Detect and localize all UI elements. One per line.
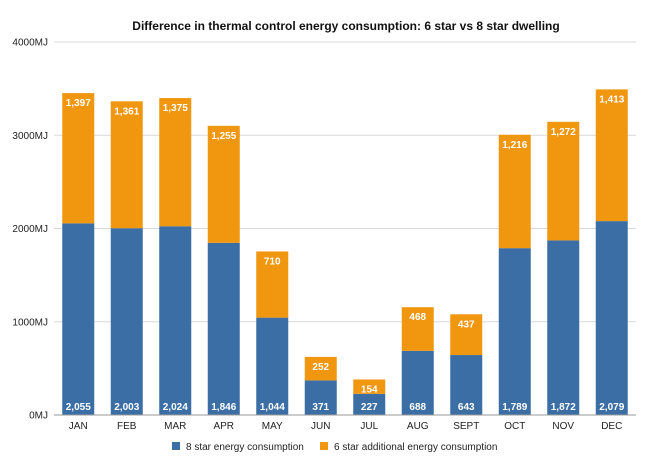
y-tick-label: 1000MJ (12, 317, 48, 328)
data-label: 2,003 (114, 402, 139, 413)
bar-6-star-additional (62, 93, 95, 224)
bar-6-star-additional (110, 101, 143, 229)
data-label: 1,397 (66, 98, 91, 109)
bar-6-star-additional (450, 314, 483, 356)
bar-6-star-additional (595, 89, 628, 222)
bar-8-star (110, 228, 143, 415)
y-tick-label: 4000MJ (12, 38, 48, 49)
x-tick-label: NOV (552, 421, 574, 432)
data-label: 437 (458, 319, 475, 330)
x-tick-label: MAY (262, 421, 283, 432)
data-label: 1,375 (163, 103, 188, 114)
data-label: 688 (409, 402, 426, 413)
legend-swatch-6-star-additional (320, 442, 328, 450)
bar-8-star (159, 226, 192, 415)
data-label: 1,413 (599, 94, 624, 105)
bar-8-star (304, 380, 337, 415)
bar-8-star (498, 248, 531, 415)
data-label: 1,255 (211, 131, 236, 142)
legend-label-8-star: 8 star energy consumption (186, 442, 304, 453)
bar-8-star (401, 350, 434, 415)
x-tick-label: FEB (117, 421, 137, 432)
x-tick-label: APR (213, 421, 234, 432)
bar-8-star (353, 393, 386, 415)
data-label: 1,216 (502, 140, 527, 151)
x-tick-label: JUN (311, 421, 330, 432)
data-label: 227 (361, 402, 378, 413)
data-label: 1,044 (260, 402, 285, 413)
x-tick-label: MAR (164, 421, 186, 432)
data-label: 643 (458, 402, 475, 413)
x-tick-label: JAN (69, 421, 88, 432)
legend: 8 star energy consumption 6 star additio… (172, 442, 497, 453)
data-label: 2,079 (599, 402, 624, 413)
x-tick-label: SEPT (453, 421, 479, 432)
bar-6-star-additional (401, 307, 434, 351)
data-labels-layer: 2,055 1,397 2,003 1,361 2,024 1,375 1,846 1,255… (66, 94, 625, 413)
bar-6-star-additional (256, 251, 289, 318)
axis-layer: 0MJ 1000MJ 2000MJ 3000MJ 4000MJ JAN FEB MAR APR M… (12, 38, 636, 432)
data-label: 1,846 (211, 402, 236, 413)
bar-6-star-additional (159, 98, 192, 227)
data-label: 252 (312, 362, 329, 373)
bars-layer (62, 89, 628, 415)
data-label: 2,055 (66, 402, 91, 413)
bar-6-star-additional (498, 134, 531, 249)
x-tick-label: DEC (601, 421, 622, 432)
data-label: 1,272 (551, 127, 576, 138)
x-tick-label: OCT (504, 421, 525, 432)
chart-title: Difference in thermal control energy con… (132, 19, 559, 33)
x-tick-label: AUG (407, 421, 429, 432)
data-label: 1,872 (551, 402, 576, 413)
legend-label-6-star-additional: 6 star additional energy consumption (334, 442, 497, 453)
bar-6-star-additional (353, 379, 386, 394)
bar-8-star (62, 223, 95, 415)
grid-layer (54, 41, 636, 323)
bar-8-star (207, 242, 240, 415)
bar-8-star (450, 355, 483, 415)
y-tick-label: 0MJ (29, 411, 48, 422)
x-tick-label: JUL (360, 421, 378, 432)
bar-6-star-additional (304, 356, 337, 381)
data-label: 1,361 (114, 106, 139, 117)
bar-8-star (595, 221, 628, 415)
y-tick-label: 2000MJ (12, 224, 48, 235)
bar-6-star-additional (547, 121, 580, 241)
data-label: 2,024 (163, 402, 188, 413)
data-label: 154 (361, 384, 378, 395)
legend-swatch-8-star (172, 442, 180, 450)
y-tick-label: 3000MJ (12, 131, 48, 142)
bar-8-star (547, 240, 580, 415)
bar-8-star (256, 317, 289, 415)
bar-6-star-additional (207, 125, 240, 243)
data-label: 371 (312, 402, 329, 413)
data-label: 1,789 (502, 402, 527, 413)
data-label: 468 (409, 312, 426, 323)
data-label: 710 (264, 256, 281, 267)
